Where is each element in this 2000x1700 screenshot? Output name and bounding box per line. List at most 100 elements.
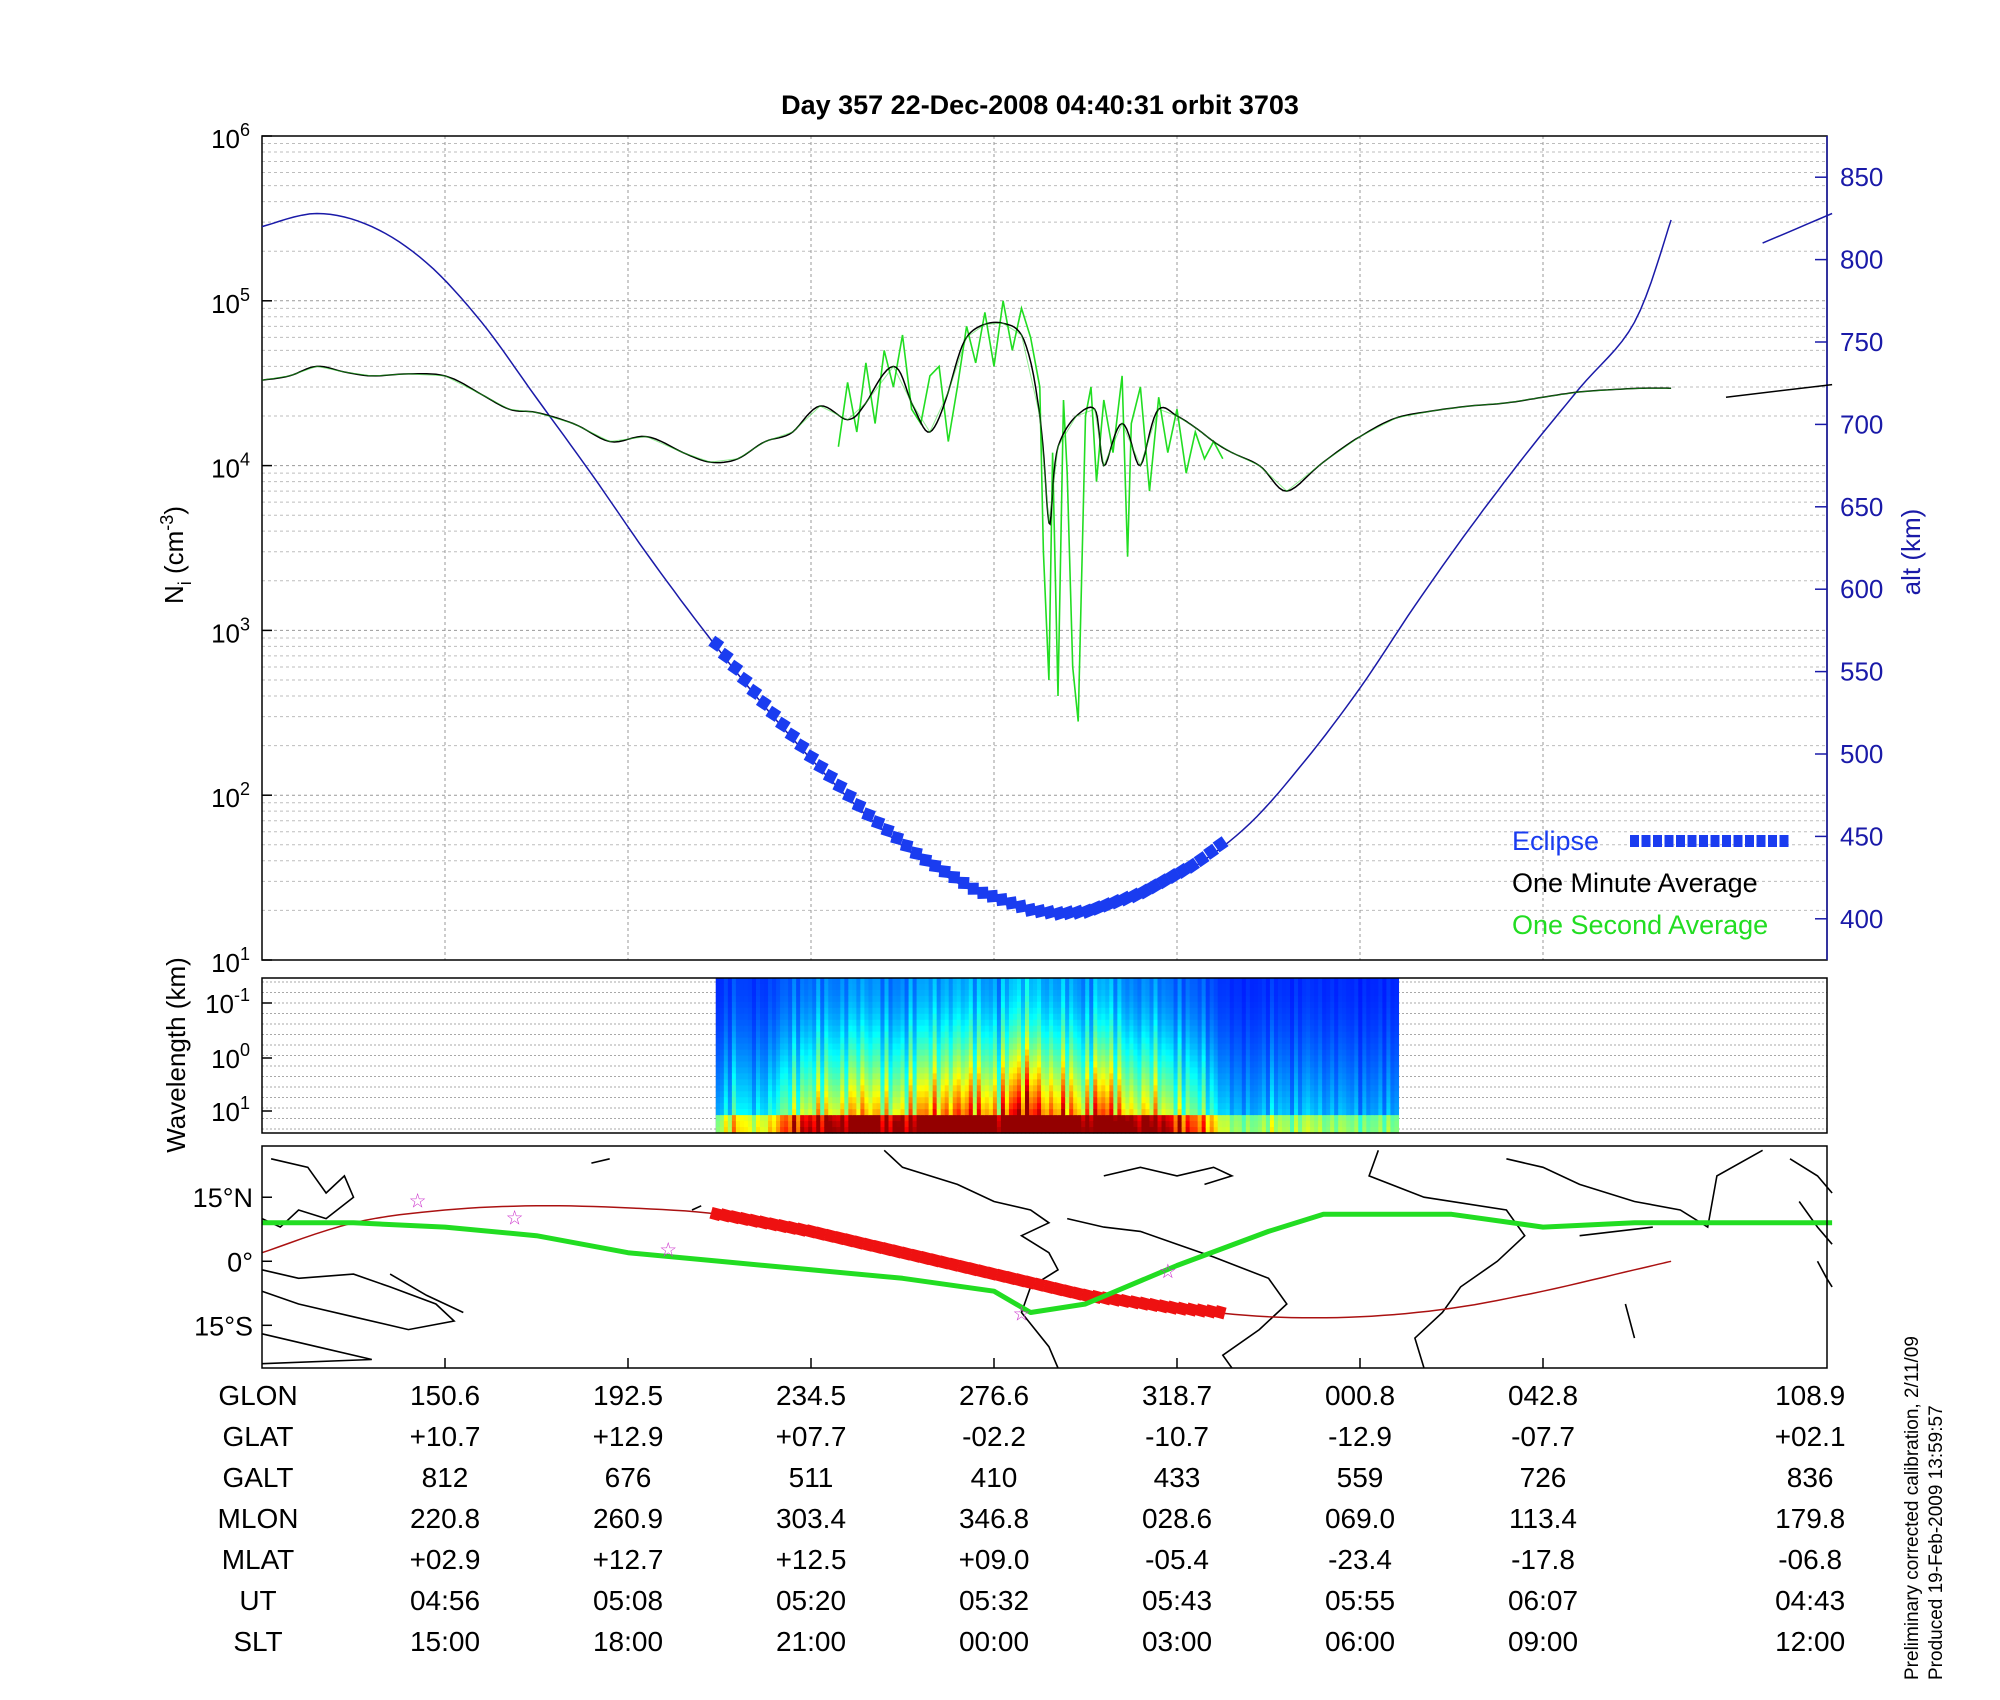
spectrogram-cell [908,1085,914,1092]
spectrogram-cell [1025,983,1030,991]
spectrogram-cell [1125,983,1131,991]
spectrogram-cell [776,1127,781,1134]
spectrogram-cell [1330,1049,1335,1057]
spectrogram-cell [739,989,745,997]
spectrogram-cell [1085,1025,1090,1033]
spectrogram-cell [1041,1013,1046,1021]
eclipse-track-marker [757,1215,770,1230]
spectrogram-cell [992,1067,998,1074]
spectrogram-cell [1273,995,1279,1003]
spectrogram-cell [800,1109,805,1116]
spectrogram-cell [1193,1127,1199,1134]
spectrogram-cell [988,1055,994,1063]
spectrogram-cell [1378,989,1383,997]
table-cell: +10.7 [409,1421,481,1452]
spectrogram-cell [1133,978,1139,985]
spectrogram-cell [1049,1109,1054,1116]
spectrogram-cell [772,1031,777,1039]
spectrogram-cell [1229,978,1235,985]
spectrogram-cell [1237,1055,1243,1063]
spectrogram-cell [940,1031,946,1039]
spectrogram-cell [860,989,866,997]
spectrogram-cell [1057,1055,1062,1063]
spectrogram-cell [1004,1103,1010,1110]
spectrogram-cell [1201,995,1207,1003]
spectrogram-cell [1117,978,1122,985]
eclipse-track-marker [852,1235,865,1250]
spectrogram-cell [1290,1127,1295,1134]
spectrogram-cell [1237,1067,1243,1074]
spectrogram-cell [1318,978,1323,985]
spectrogram-cell [1213,1043,1219,1051]
spectrogram-cell [852,1067,857,1074]
spectrogram-cell [780,1085,785,1092]
spectrogram-cell [908,1091,914,1098]
spectrogram-cell [824,1061,829,1069]
spectrogram-cell [996,1079,1002,1086]
eclipse-track-marker [1023,1275,1037,1290]
spectrogram-cell [904,1127,910,1134]
spectrogram-cell [988,1007,994,1015]
spectrogram-cell [872,1025,878,1033]
spectrogram-cell [840,1043,845,1051]
spectrogram-cell [1374,1061,1379,1069]
spectrogram-cell [888,1079,894,1086]
spectrogram-cell [1069,1019,1074,1027]
spectrogram-cell [908,995,914,1003]
spectrogram-cell [1374,1025,1379,1033]
spectrogram-cell [1241,1067,1247,1074]
spectrogram-cell [1121,1007,1126,1015]
spectrogram-cell [1061,1055,1066,1063]
spectrogram-cell [1181,1121,1187,1128]
spectrogram-cell [808,1103,813,1110]
spectrogram-cell [872,1007,878,1015]
spectrogram-cell [892,1109,898,1116]
spectrogram-cell [884,1091,890,1098]
spectrogram-cell [900,1025,906,1033]
spectrogram-cell [1294,1049,1299,1057]
spectrogram-cell [751,983,757,991]
spectrogram-cell [731,1121,737,1128]
y-tick-label: 102 [211,779,250,813]
spectrogram-cell [780,995,785,1003]
spectrogram-cell [1057,1007,1062,1015]
spectrogram-cell [1077,1127,1082,1134]
table-cell: 559 [1336,1462,1384,1493]
spectrogram-cell [920,1013,926,1021]
spectrogram-cell [1181,1007,1187,1015]
spectrogram-cell [1029,1001,1034,1009]
spectrogram-cell [727,1085,733,1092]
spectrogram-cell [876,1049,882,1057]
spectrogram-cell [1053,978,1058,985]
spectrogram-cell [804,1049,809,1057]
spectrogram-cell [1085,1115,1090,1122]
spectrogram-cell [1157,1127,1163,1134]
spectrogram-cell [1221,1049,1227,1057]
spectrogram-cell [1141,1007,1147,1015]
spectrogram-cell [1061,1103,1066,1110]
spectrogram-cell [1334,1079,1339,1086]
spectrogram-cell [1129,995,1135,1003]
spectrogram-cell [960,1067,966,1074]
spectrogram-cell [1121,1097,1126,1104]
spectrogram-cell [747,1109,753,1116]
spectrogram-cell [916,995,922,1003]
spectrogram-cell [1290,1115,1295,1122]
spectrogram-cell [1193,995,1199,1003]
spectrogram-cell [936,983,942,991]
spectrogram-cell [964,1049,970,1057]
spectrogram-cell [1261,1049,1267,1057]
spectrogram-cell [808,1127,813,1134]
spectrogram-cell [1141,1091,1147,1098]
spectrogram-cell [916,1001,922,1009]
spectrogram-cell [1189,1001,1195,1009]
spectrogram-cell [1109,1121,1114,1128]
spectrogram-cell [1021,1043,1026,1051]
spectrogram-cell [1016,1073,1022,1080]
spectrogram-cell [900,1031,906,1039]
spectrogram-cell [1004,995,1010,1003]
spectrogram-cell [776,1049,781,1057]
spectrogram-cell [1370,1091,1375,1098]
spectrogram-cell [792,1085,797,1092]
spectrogram-cell [852,983,857,991]
